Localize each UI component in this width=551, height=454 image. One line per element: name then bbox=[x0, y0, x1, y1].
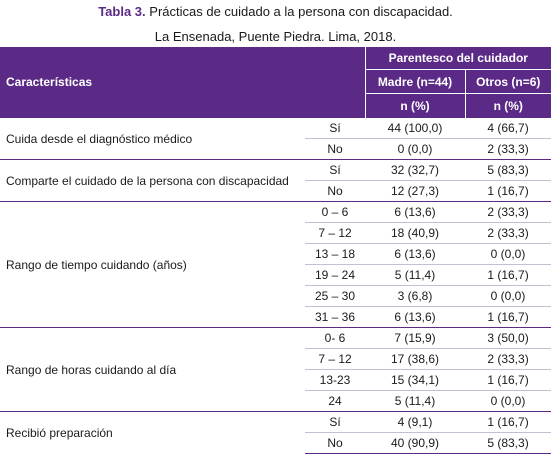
otros-cell: 1 (16,7) bbox=[487, 310, 529, 324]
madre-cell: 0 (0,0) bbox=[397, 142, 433, 156]
row-characteristic-label: Comparte el cuidado de la persona con di… bbox=[0, 159, 305, 202]
madre-cell: 6 (13,6) bbox=[365, 201, 465, 223]
madre-cell: 17 (38,6) bbox=[365, 348, 465, 370]
response-cell: 13-23 bbox=[305, 369, 365, 391]
otros-cell: 4 (66,7) bbox=[465, 117, 551, 139]
data-table: Características Parentesco del cuidador … bbox=[0, 47, 551, 454]
table-body: Cuida desde el diagnóstico médico Sí 44 (1… bbox=[0, 117, 551, 454]
table-caption: Tabla 3. Prácticas de cuidado a la perso… bbox=[0, 0, 551, 20]
response-cell: 0 – 6 bbox=[305, 201, 365, 223]
header-caracteristicas: Características bbox=[0, 47, 365, 118]
response-cell: Sí bbox=[305, 159, 365, 181]
otros-cell: 1 (16,7) bbox=[465, 369, 551, 391]
table-row: 7 – 12 17 (38,6) 2 (33,3) bbox=[0, 348, 551, 370]
row-characteristic-label: Rango de tiempo cuidando (años) bbox=[0, 201, 305, 328]
response-cell: 25 – 30 bbox=[305, 285, 365, 307]
otros-cell: 1 (16,7) bbox=[465, 264, 551, 286]
header-n-pct-madre: n (%) bbox=[364, 93, 465, 118]
otros-cell: 5 (83,3) bbox=[465, 159, 551, 181]
table-row: No 0 (0,0) 2 (33,3) bbox=[0, 139, 551, 160]
table-number: Tabla 3. bbox=[98, 4, 146, 19]
madre-cell: 6 (13,6) bbox=[365, 243, 465, 265]
response-cell: Sí bbox=[305, 411, 365, 433]
madre-cell: 15 (34,1) bbox=[365, 369, 465, 391]
response-cell: 19 – 24 bbox=[305, 264, 365, 286]
table-row: 13-23 15 (34,1) 1 (16,7) bbox=[0, 369, 551, 391]
madre-cell: 6 (13,6) bbox=[394, 310, 436, 324]
madre-cell: 4 (9,1) bbox=[365, 411, 465, 433]
table-row: Comparte el cuidado de la persona con di… bbox=[0, 159, 551, 202]
table-row: 13 – 18 6 (13,6) 0 (0,0) bbox=[0, 243, 551, 265]
otros-cell: 3 (50,0) bbox=[465, 327, 551, 349]
table-row: Recibió preparación Sí 4 (9,1) 1 (16,7) bbox=[0, 411, 551, 454]
madre-cell: 40 (90,9) bbox=[365, 432, 465, 454]
table-header: Características Parentesco del cuidador … bbox=[0, 47, 551, 118]
madre-cell: 44 (100,0) bbox=[365, 117, 465, 139]
table-row: 24 5 (11,4) 0 (0,0) bbox=[0, 391, 551, 412]
table-row: 19 – 24 5 (11,4) 1 (16,7) bbox=[0, 264, 551, 286]
otros-cell: 2 (33,3) bbox=[465, 201, 551, 223]
madre-cell: 12 (27,3) bbox=[390, 184, 440, 198]
response-cell: 7 – 12 bbox=[305, 222, 365, 244]
otros-cell: 5 (83,3) bbox=[465, 432, 551, 454]
row-characteristic-label: Recibió preparación bbox=[0, 411, 305, 454]
response-cell: No bbox=[327, 142, 343, 156]
response-cell: Sí bbox=[305, 117, 365, 139]
madre-cell: 5 (11,4) bbox=[394, 394, 436, 408]
response-cell: No bbox=[327, 184, 343, 198]
row-characteristic-label: Rango de horas cuidando al día bbox=[0, 327, 305, 412]
table-row: Cuida desde el diagnóstico médico Sí 44 (1… bbox=[0, 117, 551, 160]
madre-cell: 32 (32,7) bbox=[365, 159, 465, 181]
otros-cell: 2 (33,3) bbox=[487, 142, 529, 156]
response-cell: 13 – 18 bbox=[305, 243, 365, 265]
table-row: 25 – 30 3 (6,8) 0 (0,0) bbox=[0, 285, 551, 307]
response-cell: No bbox=[305, 432, 365, 454]
madre-cell: 18 (40,9) bbox=[365, 222, 465, 244]
header-otros: Otros (n=6) bbox=[464, 69, 551, 94]
response-cell: 24 bbox=[328, 394, 342, 408]
otros-cell: 1 (16,7) bbox=[487, 184, 529, 198]
madre-cell: 3 (6,8) bbox=[365, 285, 465, 307]
table-row: No 12 (27,3) 1 (16,7) bbox=[0, 181, 551, 202]
madre-cell: 7 (15,9) bbox=[365, 327, 465, 349]
response-cell: 0- 6 bbox=[305, 327, 365, 349]
otros-cell: 1 (16,7) bbox=[465, 411, 551, 433]
table-title: Prácticas de cuidado a la persona con di… bbox=[145, 4, 453, 19]
table-row: 7 – 12 18 (40,9) 2 (33,3) bbox=[0, 222, 551, 244]
otros-cell: 0 (0,0) bbox=[490, 394, 526, 408]
otros-cell: 2 (33,3) bbox=[465, 348, 551, 370]
table-row: 31 – 36 6 (13,6) 1 (16,7) bbox=[0, 307, 551, 328]
otros-cell: 2 (33,3) bbox=[465, 222, 551, 244]
otros-cell: 0 (0,0) bbox=[465, 285, 551, 307]
table-subtitle: La Ensenada, Puente Piedra. Lima, 2018. bbox=[154, 29, 397, 44]
header-parentesco: Parentesco del cuidador bbox=[364, 47, 551, 70]
row-characteristic-label: Cuida desde el diagnóstico médico bbox=[0, 117, 305, 160]
header-madre: Madre (n=44) bbox=[364, 69, 465, 94]
otros-cell: 0 (0,0) bbox=[465, 243, 551, 265]
response-cell: 31 – 36 bbox=[314, 310, 356, 324]
header-n-pct-otros: n (%) bbox=[464, 93, 551, 118]
response-cell: 7 – 12 bbox=[305, 348, 365, 370]
madre-cell: 5 (11,4) bbox=[365, 264, 465, 286]
